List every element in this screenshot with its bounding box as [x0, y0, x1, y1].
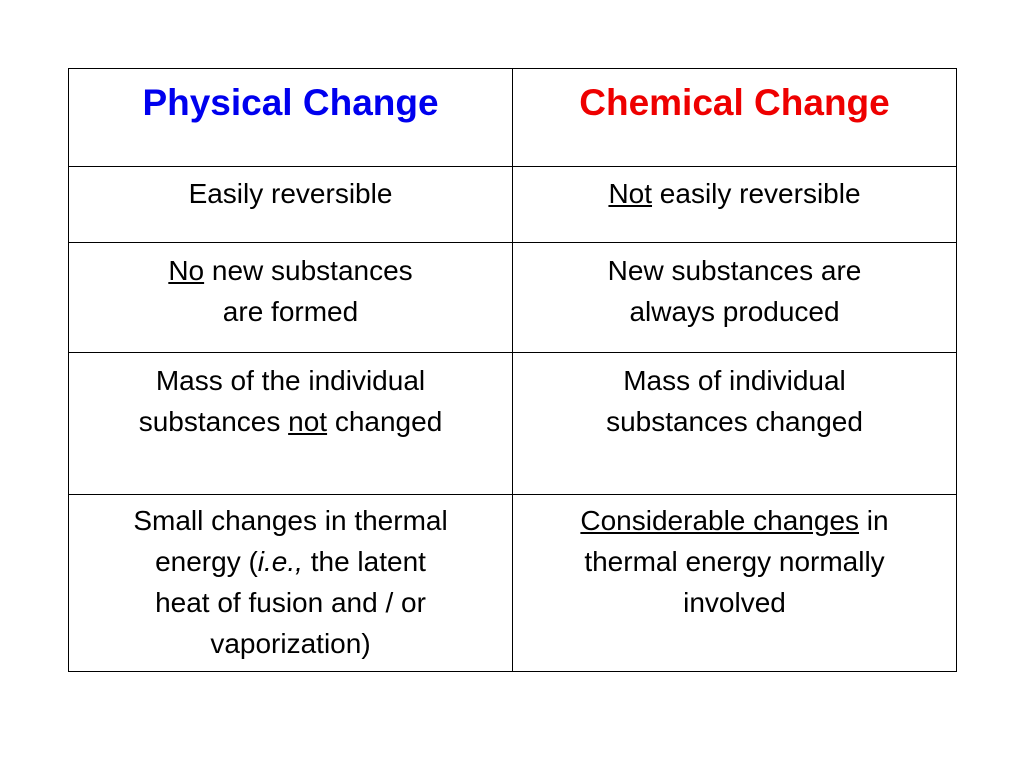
cell-text: new substances [204, 255, 413, 286]
cell-text: always produced [629, 296, 840, 327]
cell-chemical-reversibility: Not easily reversible [512, 166, 957, 243]
comparison-table: Physical Change Chemical Change Easily r… [68, 68, 957, 672]
cell-text: heat of fusion and / or [155, 587, 426, 618]
header-physical-label: Physical Change [142, 82, 439, 123]
underlined-text: Considerable changes [580, 505, 860, 536]
header-chemical-label: Chemical Change [579, 82, 890, 123]
cell-physical-mass: Mass of the individual substances not ch… [68, 352, 513, 495]
cell-text: Mass of individual [623, 365, 846, 396]
cell-chemical-substances: New substances are always produced [512, 242, 957, 353]
cell-text: Mass of the individual [155, 365, 426, 396]
table-row: No new substances are formed New substan… [68, 242, 957, 353]
underlined-text: not [288, 406, 328, 437]
cell-text: are formed [222, 296, 359, 327]
cell-text: involved [683, 587, 786, 618]
cell-text: substances changed [606, 406, 863, 437]
italic-text: i.e., [257, 546, 303, 577]
cell-text: Small changes in thermal [133, 505, 448, 536]
table-header-row: Physical Change Chemical Change [68, 68, 957, 167]
cell-physical-energy: Small changes in thermal energy (i.e., t… [68, 494, 513, 672]
cell-text: thermal energy normally [584, 546, 885, 577]
header-chemical-change: Chemical Change [512, 68, 957, 167]
underlined-text: No [168, 255, 205, 286]
table-row: Easily reversible Not easily reversible [68, 166, 957, 243]
cell-physical-reversibility: Easily reversible [68, 166, 513, 243]
table-row: Mass of the individual substances not ch… [68, 352, 957, 495]
cell-text: the latent [302, 546, 426, 577]
cell-chemical-energy: Considerable changes in thermal energy n… [512, 494, 957, 672]
cell-text: changed [327, 406, 443, 437]
cell-text: vaporization) [210, 628, 371, 659]
cell-text: substances [138, 406, 289, 437]
cell-text: in [859, 505, 889, 536]
cell-physical-substances: No new substances are formed [68, 242, 513, 353]
table-row: Small changes in thermal energy (i.e., t… [68, 494, 957, 672]
cell-text: New substances are [607, 255, 862, 286]
cell-text: easily reversible [652, 178, 861, 209]
cell-text: energy ( [155, 546, 258, 577]
header-physical-change: Physical Change [68, 68, 513, 167]
underlined-text: Not [608, 178, 653, 209]
cell-chemical-mass: Mass of individual substances changed [512, 352, 957, 495]
cell-text: Easily reversible [188, 178, 393, 209]
